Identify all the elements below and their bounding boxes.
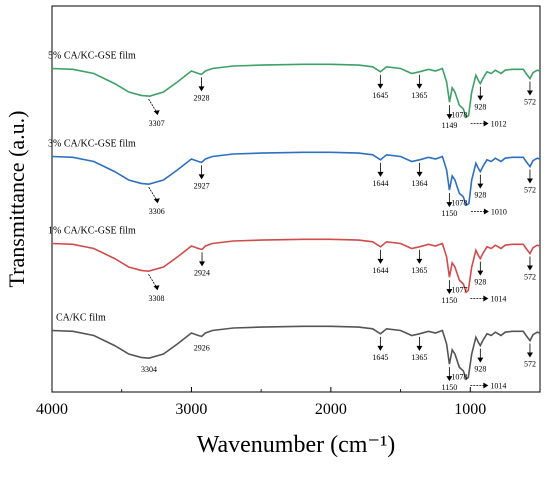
peak-label-s4-2926: 2926 [194,343,210,352]
peak-label-s2-1010: 1010 [491,208,507,217]
peak-label-s4-1645-arrowhead [377,345,384,351]
x-tick-label-2000: 2000 [315,401,347,418]
peak-label-s4-1014: 1014 [490,382,506,391]
peak-label-s1-1645: 1645 [372,91,388,100]
peak-label-s3-1150-arrowhead [446,289,453,295]
peak-label-s3-572: 572 [524,273,536,282]
peak-label-s2-1364: 1364 [412,179,428,188]
peak-label-s2-928-arrowhead [477,183,484,189]
peak-label-s3-928: 928 [474,278,486,287]
peak-label-s1-1365-arrowhead [416,83,423,89]
x-tick-label-3000: 3000 [175,401,207,418]
peak-label-s4-1078: 1078 [451,372,467,381]
peak-label-s2-572: 572 [524,186,536,195]
peak-label-s3-3308-arrow [148,273,157,288]
peak-label-s2-928: 928 [474,191,486,200]
peak-label-s1-2928-arrowhead [198,86,205,92]
peak-label-s4-1365: 1365 [411,353,427,362]
peak-label-s3-1077: 1077 [452,285,468,294]
peak-label-s4-3304: 3304 [141,365,157,374]
x-tick-label-4000: 4000 [36,401,68,418]
x-axis-label: Wavenumber (cm⁻¹) [197,432,396,458]
peak-label-s2-2927: 2927 [194,181,210,190]
peak-label-s4-928-arrowhead [477,357,484,363]
series-label-3: 1% CA/KC-GSE film [48,225,136,236]
peak-label-s4-572-arrowhead [526,352,533,358]
peak-label-s3-3308-arrowhead [153,285,160,291]
series-line-2 [51,151,541,207]
peak-label-s1-572-arrowhead [526,90,533,96]
peak-label-s3-1014: 1014 [490,295,506,304]
peak-label-s2-1150-arrowhead [446,202,453,208]
series-line-4 [51,325,541,381]
series-line-3 [51,238,541,294]
peak-label-s2-1010-arrowhead [483,208,489,215]
peak-label-s1-1149: 1149 [442,121,458,130]
peak-label-s1-3307: 3307 [149,119,165,128]
peak-label-s1-928-arrowhead [477,95,484,101]
peak-label-s2-1364-arrowhead [416,171,423,177]
plot-frame [51,5,541,393]
peak-label-s2-1644-arrowhead [377,171,384,177]
peak-label-s3-1150: 1150 [442,296,458,305]
annotation-layer: 3307 2928 1645 1365 1149 1078 1012 928 572 3306 29… [141,74,536,392]
x-tick-label-1000: 1000 [454,401,486,418]
peak-label-s2-3306-arrow [148,186,158,201]
peak-label-s3-928-arrowhead [477,270,484,276]
peak-label-s2-1150: 1150 [442,209,458,218]
peak-label-s2-1078: 1078 [451,198,467,207]
peak-label-s3-2924-arrowhead [199,261,206,267]
peak-label-s4-1150: 1150 [442,383,458,392]
peak-label-s2-572-arrowhead [526,178,533,184]
peak-label-s3-1644-arrowhead [377,258,384,264]
series-label-1: 5% CA/KC-GSE film [48,50,136,61]
peak-label-s4-1014-arrowhead [483,382,489,389]
peak-label-s1-1078: 1078 [451,110,467,119]
peak-label-s1-1645-arrowhead [377,83,384,89]
series-label-2: 3% CA/KC-GSE film [48,138,136,149]
peak-label-s1-2928: 2928 [193,93,209,102]
x-axis: 4000 3000 2000 1000 [36,387,541,418]
peak-label-s4-572: 572 [524,360,536,369]
peak-label-s3-1365-arrowhead [416,258,423,264]
peak-label-s2-3306-arrowhead [153,198,160,204]
peak-label-s3-1644: 1644 [372,266,388,275]
peak-label-s1-1012: 1012 [491,120,507,129]
series-line-1 [51,63,541,119]
peak-label-s3-3308: 3308 [148,294,164,303]
peak-label-s4-1150-arrowhead [446,376,453,382]
peak-label-s1-928: 928 [474,103,486,112]
peak-label-s1-572: 572 [524,98,536,107]
peak-label-s2-2927-arrowhead [198,174,205,180]
peak-label-s1-3307-arrow [148,98,157,113]
peak-label-s4-1365-arrowhead [416,345,423,351]
peak-label-s3-1365: 1365 [411,266,427,275]
y-axis-label: Transmittance (a.u.) [4,111,29,288]
series-layer: 5% CA/KC-GSE film 3% CA/KC-GSE film 1% CA/… [48,50,541,381]
peak-label-s2-3306: 3306 [149,207,165,216]
peak-label-s1-1149-arrowhead [446,114,453,120]
peak-label-s3-1014-arrowhead [483,295,489,302]
peak-label-s1-1012-arrowhead [483,120,489,127]
peak-label-s3-2924: 2924 [194,268,210,277]
peak-label-s4-1645: 1645 [372,353,388,362]
peak-label-s3-572-arrowhead [526,265,533,271]
peak-label-s4-928: 928 [474,365,486,374]
peak-label-s1-1365: 1365 [411,91,427,100]
peak-label-s1-3307-arrowhead [153,110,160,116]
series-label-4: CA/KC film [56,312,106,323]
peak-label-s2-1644: 1644 [372,179,388,188]
